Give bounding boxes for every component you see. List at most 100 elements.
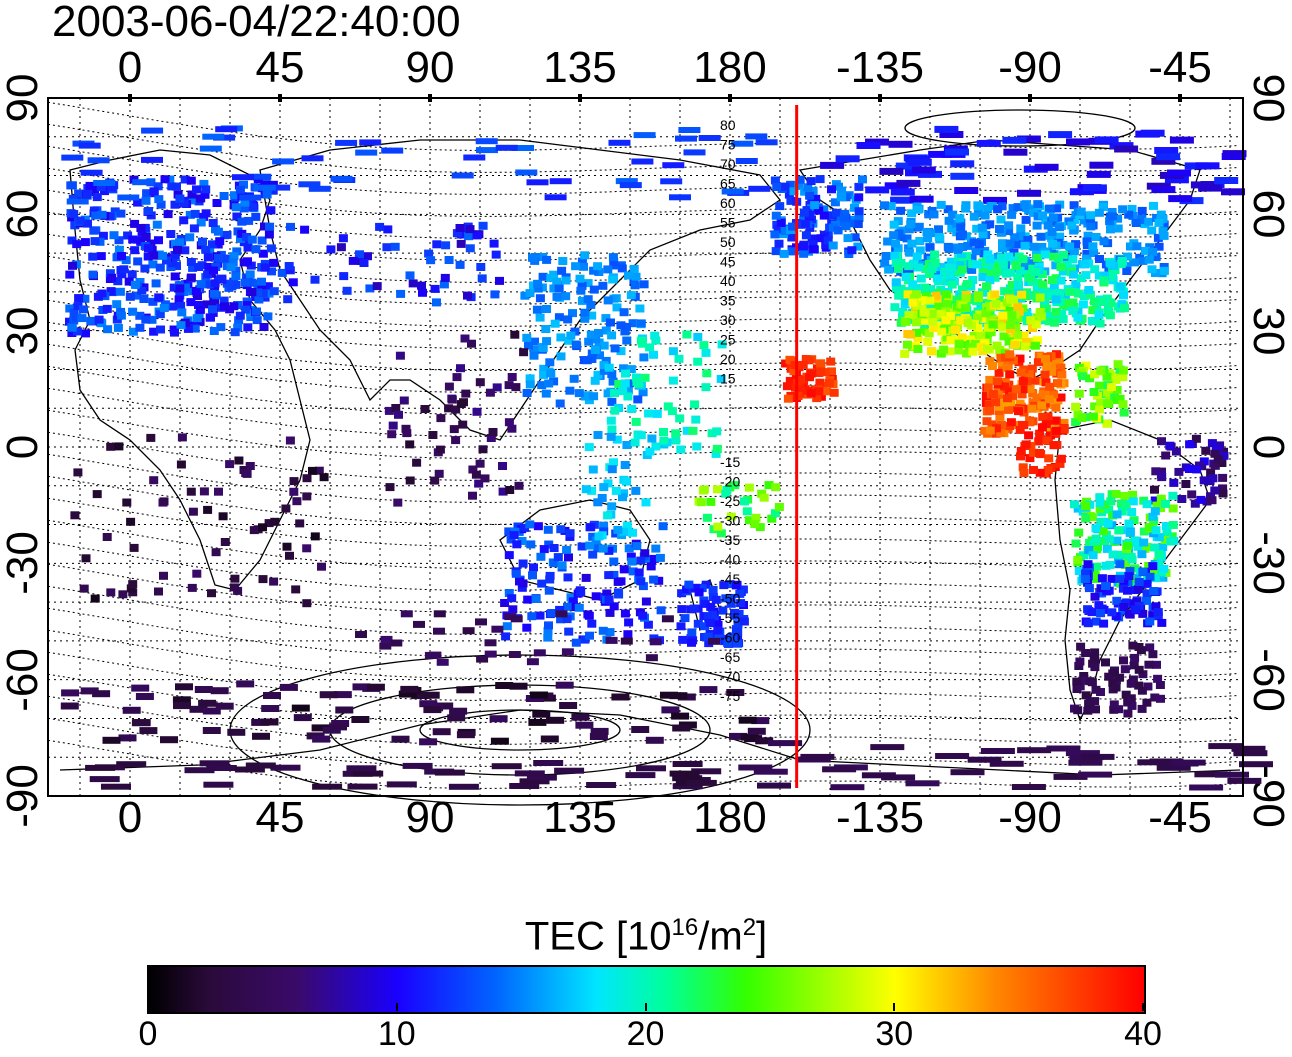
tec-cell: [655, 553, 665, 562]
tec-cell: [210, 687, 229, 695]
tec-cell: [232, 247, 242, 256]
tec-cell: [458, 420, 468, 429]
tec-cell: [796, 220, 805, 229]
tec-cell: [461, 389, 471, 398]
tec-cell: [609, 570, 619, 579]
tec-cell: [919, 308, 929, 317]
tec-cell: [1137, 759, 1172, 766]
tec-cell: [1028, 259, 1038, 268]
tec-cell: [107, 273, 117, 282]
tec-cell: [1050, 421, 1060, 430]
tec-cell: [970, 339, 980, 348]
tec-cell: [713, 485, 722, 494]
tec-cell: [993, 205, 1003, 214]
tec-cell: [1206, 468, 1216, 477]
tec-cell: [957, 265, 967, 274]
tec-cell: [954, 339, 964, 348]
tec-cell: [1100, 500, 1110, 509]
tec-cell: [1149, 587, 1159, 595]
tec-cell: [557, 561, 567, 570]
tec-cell: [491, 625, 504, 633]
tec-cell: [258, 289, 268, 298]
tec-cell: [530, 337, 539, 346]
tec-cell: [638, 611, 648, 620]
tec-data-cells: [60, 125, 1273, 791]
tec-cell: [1035, 449, 1044, 457]
tec-cell: [1010, 233, 1020, 242]
tec-cell: [977, 223, 987, 232]
tec-cell: [1202, 497, 1212, 506]
tec-cell: [891, 278, 901, 287]
tec-cell: [302, 544, 312, 553]
tec-cell: [631, 726, 650, 733]
tec-cell: [627, 557, 637, 566]
tec-cell: [721, 188, 744, 195]
tec-cell: [1138, 256, 1148, 265]
tec-cell: [622, 521, 632, 530]
tec-cell: [484, 650, 497, 658]
tec-cell: [1088, 551, 1098, 560]
tec-cell: [924, 329, 934, 338]
tec-cell: [929, 210, 939, 219]
tec-cell: [154, 587, 163, 596]
tec-cell: [251, 718, 270, 726]
tec-cell: [352, 683, 371, 691]
tec-cell: [941, 316, 951, 325]
colorbar-tick-label: 0: [138, 1015, 158, 1053]
tec-cell: [989, 390, 998, 399]
tec-cell: [1080, 753, 1115, 760]
tec-cell: [1050, 416, 1060, 425]
tec-cell: [240, 198, 250, 207]
tec-cell: [509, 783, 540, 789]
tec-cell: [226, 263, 236, 272]
tec-cell: [202, 133, 225, 140]
tec-cell: [624, 618, 634, 627]
tec-cell: [264, 289, 274, 298]
tec-cell: [923, 337, 933, 346]
tec-cell: [209, 266, 218, 275]
contour-label: 60: [720, 195, 736, 211]
tec-cell: [543, 633, 553, 642]
tec-cell: [914, 263, 923, 272]
tec-cell: [986, 314, 996, 323]
tec-cell: [83, 219, 92, 228]
tec-cell: [1118, 366, 1128, 375]
tec-cell: [1028, 448, 1038, 457]
tec-cell: [799, 249, 809, 258]
top-lon-tick: 180: [693, 43, 767, 92]
tec-cell: [89, 226, 99, 235]
tec-cell: [591, 536, 601, 545]
tec-cell: [928, 317, 938, 326]
tec-cell: [1151, 253, 1161, 262]
tec-cell: [974, 202, 984, 211]
tec-cell: [257, 277, 266, 286]
tec-cell: [1119, 291, 1128, 300]
tec-cell: [563, 315, 573, 324]
tec-cell: [785, 376, 795, 385]
tec-cell: [587, 486, 597, 495]
tec-cell: [546, 716, 565, 724]
tec-cell: [423, 706, 442, 714]
tec-cell: [1099, 619, 1109, 628]
tec-cell: [194, 263, 204, 271]
tec-cell: [799, 215, 809, 224]
tec-cell: [1079, 292, 1089, 301]
tec-cell: [904, 244, 914, 253]
tec-cell: [1161, 451, 1171, 460]
tec-cell: [1084, 546, 1094, 554]
tec-cell: [672, 783, 703, 790]
tec-cell: [1042, 362, 1052, 371]
tec-cell: [478, 445, 488, 454]
tec-cell: [601, 356, 611, 365]
tec-cell: [382, 243, 392, 252]
tec-cell: [266, 206, 276, 215]
tec-cell: [803, 183, 813, 192]
tec-cell: [1055, 232, 1065, 241]
tec-cell: [995, 412, 1005, 421]
tec-cell: [1027, 404, 1037, 413]
tec-cell: [1122, 267, 1132, 275]
tec-cell: [131, 684, 150, 692]
tec-cell: [889, 220, 899, 229]
tec-cell: [1130, 653, 1140, 662]
tec-cell: [901, 273, 911, 281]
